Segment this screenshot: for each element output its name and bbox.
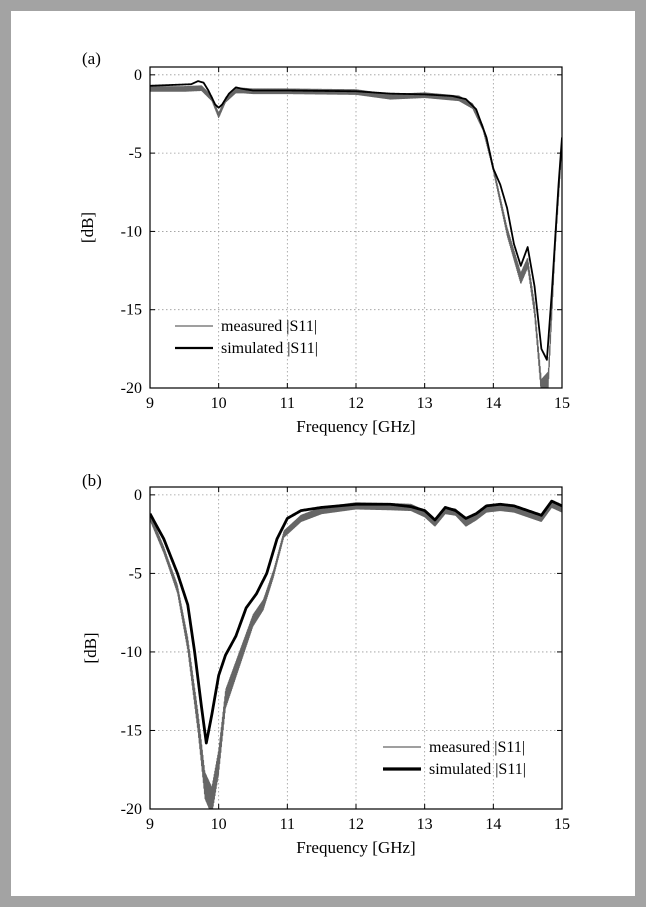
x-tick-label: 9 <box>146 395 154 412</box>
y-tick-label: 0 <box>134 67 142 84</box>
y-tick-label: -20 <box>121 380 142 397</box>
legend-label-measured: measured |S11| <box>429 739 525 756</box>
y-axis-title: [dB] <box>81 632 100 663</box>
y-tick-label: -5 <box>129 145 142 162</box>
legend-label-simulated: simulated |S11| <box>221 340 318 357</box>
x-tick-label: 14 <box>485 816 501 833</box>
panel-label: (a) <box>82 49 101 68</box>
x-tick-label: 12 <box>348 816 364 833</box>
x-tick-label: 15 <box>554 816 570 833</box>
x-tick-label: 11 <box>280 816 295 833</box>
x-tick-label: 10 <box>211 816 227 833</box>
y-tick-label: -15 <box>121 302 142 319</box>
y-tick-label: -20 <box>121 801 142 818</box>
x-tick-label: 13 <box>417 395 433 412</box>
legend-label-measured: measured |S11| <box>221 318 317 335</box>
y-tick-label: 0 <box>134 487 142 504</box>
legend-label-simulated: simulated |S11| <box>429 761 526 778</box>
series-line-simulated <box>150 80 562 361</box>
x-tick-label: 12 <box>348 395 364 412</box>
x-tick-label: 14 <box>485 395 501 412</box>
y-axis-title: [dB] <box>78 212 97 243</box>
series-line-measured <box>150 500 562 809</box>
y-tick-label: -5 <box>129 565 142 582</box>
x-tick-label: 9 <box>146 816 154 833</box>
series-line-simulated <box>150 499 562 745</box>
x-tick-label: 11 <box>280 395 295 412</box>
x-tick-label: 10 <box>211 395 227 412</box>
x-tick-label: 15 <box>554 395 570 412</box>
x-axis-title: Frequency [GHz] <box>296 417 415 436</box>
x-axis-title: Frequency [GHz] <box>296 838 415 857</box>
y-tick-label: -10 <box>121 644 142 661</box>
y-tick-label: -15 <box>121 722 142 739</box>
x-tick-label: 13 <box>417 816 433 833</box>
chart-panel-a: 9 10 11 12 13 14 15 0 -5 -10 -15 -20 Frequency [GHz]… <box>78 49 570 436</box>
y-tick-label: -10 <box>121 223 142 240</box>
panel-label: (b) <box>82 471 102 490</box>
chart-panel-b: 9 10 11 12 13 14 15 0 -5 -10 -15 -20 Frequency [GHz]… <box>81 471 570 857</box>
